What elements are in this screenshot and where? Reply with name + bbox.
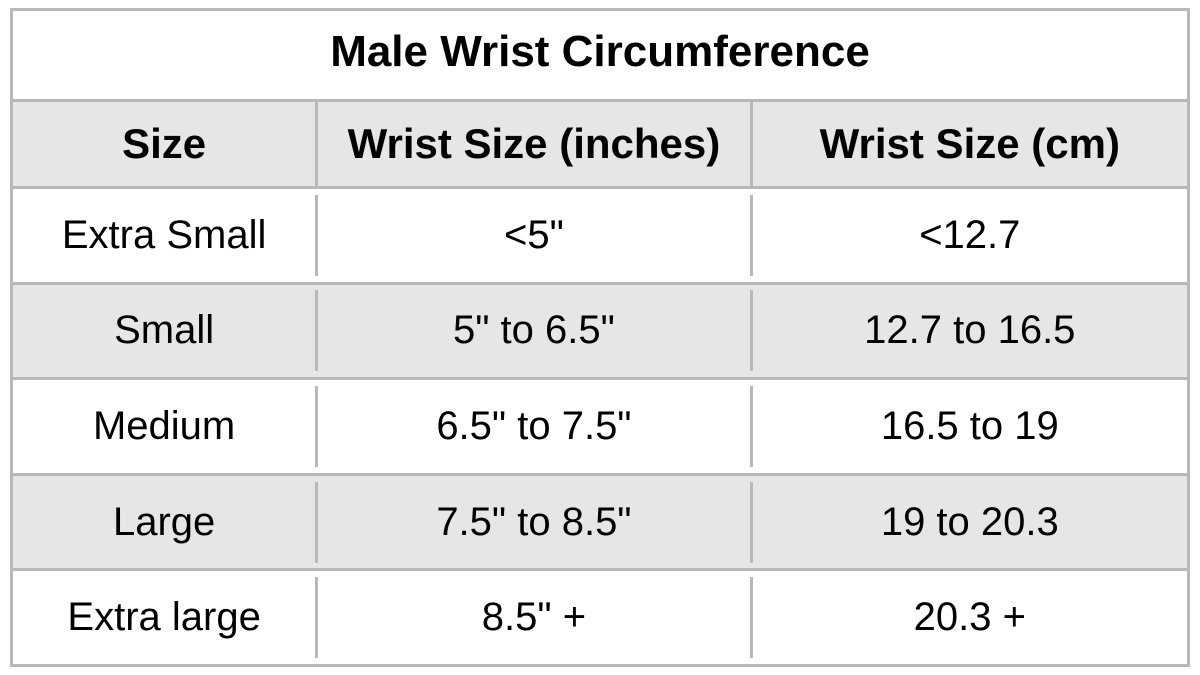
table-row: Extra Small <5" <12.7 xyxy=(13,189,1187,285)
cell-size: Extra Small xyxy=(13,195,318,276)
table-row: Large 7.5" to 8.5" 19 to 20.3 xyxy=(13,476,1187,572)
table-row: Extra large 8.5" + 20.3 + xyxy=(13,571,1187,664)
cell-inches: 5" to 6.5" xyxy=(318,290,752,371)
cell-inches: 7.5" to 8.5" xyxy=(318,482,752,563)
cell-cm: 12.7 to 16.5 xyxy=(753,290,1187,371)
size-table: Male Wrist Circumference Size Wrist Size… xyxy=(10,8,1190,667)
cell-inches: <5" xyxy=(318,195,752,276)
cell-inches: 8.5" + xyxy=(318,577,752,658)
cell-size: Extra large xyxy=(13,577,318,658)
table-row: Small 5" to 6.5" 12.7 to 16.5 xyxy=(13,285,1187,381)
table-row: Medium 6.5" to 7.5" 16.5 to 19 xyxy=(13,380,1187,476)
table-body: Extra Small <5" <12.7 Small 5" to 6.5" 1… xyxy=(13,189,1187,664)
column-header-cm: Wrist Size (cm) xyxy=(753,102,1187,186)
cell-size: Medium xyxy=(13,386,318,467)
cell-cm: 20.3 + xyxy=(753,577,1187,658)
cell-size: Small xyxy=(13,290,318,371)
cell-cm: 19 to 20.3 xyxy=(753,482,1187,563)
cell-cm: 16.5 to 19 xyxy=(753,386,1187,467)
cell-size: Large xyxy=(13,482,318,563)
cell-inches: 6.5" to 7.5" xyxy=(318,386,752,467)
table-header-row: Size Wrist Size (inches) Wrist Size (cm) xyxy=(13,102,1187,189)
column-header-inches: Wrist Size (inches) xyxy=(318,102,752,186)
table-title: Male Wrist Circumference xyxy=(13,11,1187,102)
cell-cm: <12.7 xyxy=(753,195,1187,276)
column-header-size: Size xyxy=(13,102,318,186)
